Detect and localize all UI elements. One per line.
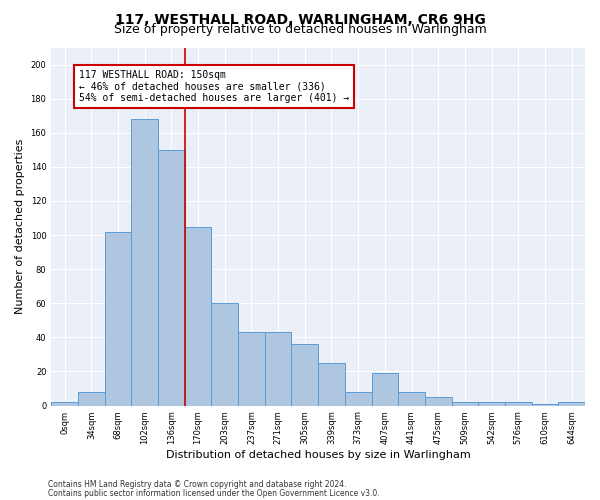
Text: Size of property relative to detached houses in Warlingham: Size of property relative to detached ho…: [113, 22, 487, 36]
Bar: [265, 332, 292, 406]
Bar: [452, 402, 478, 406]
Bar: [505, 402, 532, 406]
Bar: [158, 150, 185, 406]
Bar: [318, 363, 345, 406]
Text: 117, WESTHALL ROAD, WARLINGHAM, CR6 9HG: 117, WESTHALL ROAD, WARLINGHAM, CR6 9HG: [115, 12, 485, 26]
Bar: [559, 402, 585, 406]
Bar: [425, 397, 452, 406]
X-axis label: Distribution of detached houses by size in Warlingham: Distribution of detached houses by size …: [166, 450, 470, 460]
Bar: [398, 392, 425, 406]
Bar: [185, 226, 211, 406]
Bar: [532, 404, 559, 406]
Bar: [78, 392, 104, 406]
Bar: [371, 373, 398, 406]
Bar: [345, 392, 371, 406]
Text: Contains public sector information licensed under the Open Government Licence v3: Contains public sector information licen…: [48, 489, 380, 498]
Bar: [478, 402, 505, 406]
Bar: [131, 119, 158, 406]
Text: Contains HM Land Registry data © Crown copyright and database right 2024.: Contains HM Land Registry data © Crown c…: [48, 480, 347, 489]
Text: 117 WESTHALL ROAD: 150sqm
← 46% of detached houses are smaller (336)
54% of semi: 117 WESTHALL ROAD: 150sqm ← 46% of detac…: [79, 70, 350, 103]
Bar: [51, 402, 78, 406]
Bar: [238, 332, 265, 406]
Bar: [292, 344, 318, 406]
Y-axis label: Number of detached properties: Number of detached properties: [15, 139, 25, 314]
Bar: [211, 304, 238, 406]
Bar: [104, 232, 131, 406]
